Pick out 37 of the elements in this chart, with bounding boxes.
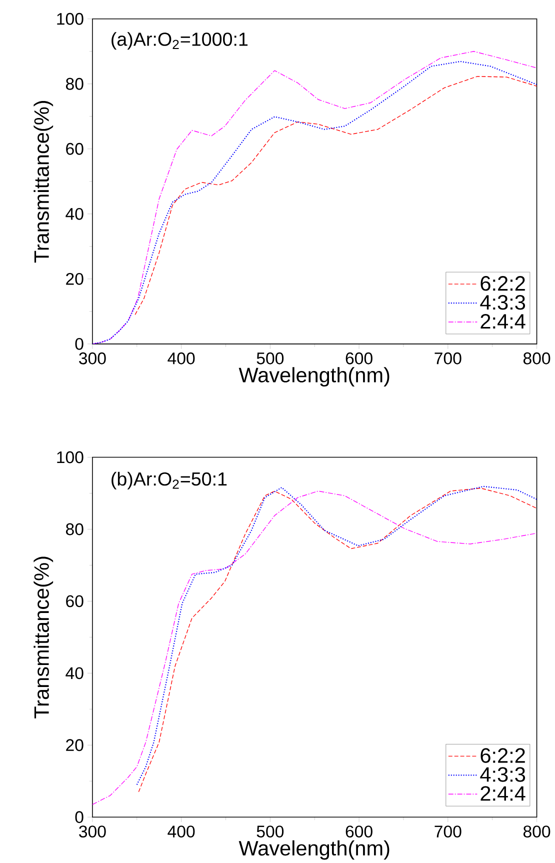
y-axis-title: Transmittance(%) xyxy=(34,101,54,263)
y-tick-label: 80 xyxy=(66,523,84,536)
y-tick-label: 40 xyxy=(66,208,84,220)
legend-label: 6:2:2 xyxy=(480,276,526,291)
x-tick-label: 300 xyxy=(79,352,106,364)
x-tick-label: 500 xyxy=(256,826,284,838)
x-axis-title: Wavelength(nm) xyxy=(238,840,390,860)
y-tick-label: 40 xyxy=(66,667,84,680)
x-tick-label: 400 xyxy=(168,826,195,838)
legend-label: 6:2:2 xyxy=(480,748,526,763)
x-tick-label: 800 xyxy=(524,352,550,364)
legend-label: 2:4:4 xyxy=(480,314,526,329)
text: (a)Ar:O$_{2}$=1000:1 xyxy=(112,32,248,50)
text: (b)Ar:O$_{2}$=50:1 xyxy=(112,472,227,490)
x-tick-label: 700 xyxy=(434,826,462,838)
y-tick-label: 60 xyxy=(66,142,84,155)
y-tick-label: 0 xyxy=(75,811,84,824)
x-tick-label: 700 xyxy=(434,352,462,364)
x-axis-title: Wavelength(nm) xyxy=(238,367,390,387)
y-tick-label: 20 xyxy=(66,272,84,285)
x-tick-label: 800 xyxy=(524,826,550,838)
x-tick-label: 600 xyxy=(346,352,373,364)
y-tick-label: 0 xyxy=(75,338,84,350)
y-tick-label: 60 xyxy=(66,595,84,608)
y-tick-label: 20 xyxy=(66,739,84,752)
x-tick-label: 400 xyxy=(168,352,195,364)
y-axis-title: Transmittance(%) xyxy=(34,556,54,718)
y-tick-label: 100 xyxy=(57,451,84,464)
y-tick-label: 80 xyxy=(66,78,84,90)
legend-label: 4:3:3 xyxy=(480,295,526,310)
line-series xyxy=(134,76,537,316)
y-tick-label: 100 xyxy=(57,12,84,25)
x-tick-label: 600 xyxy=(346,826,373,838)
legend-label: 4:3:3 xyxy=(480,767,526,782)
legend-label: 2:4:4 xyxy=(480,786,526,801)
x-tick-label: 500 xyxy=(256,352,284,364)
x-tick-label: 300 xyxy=(79,826,106,838)
